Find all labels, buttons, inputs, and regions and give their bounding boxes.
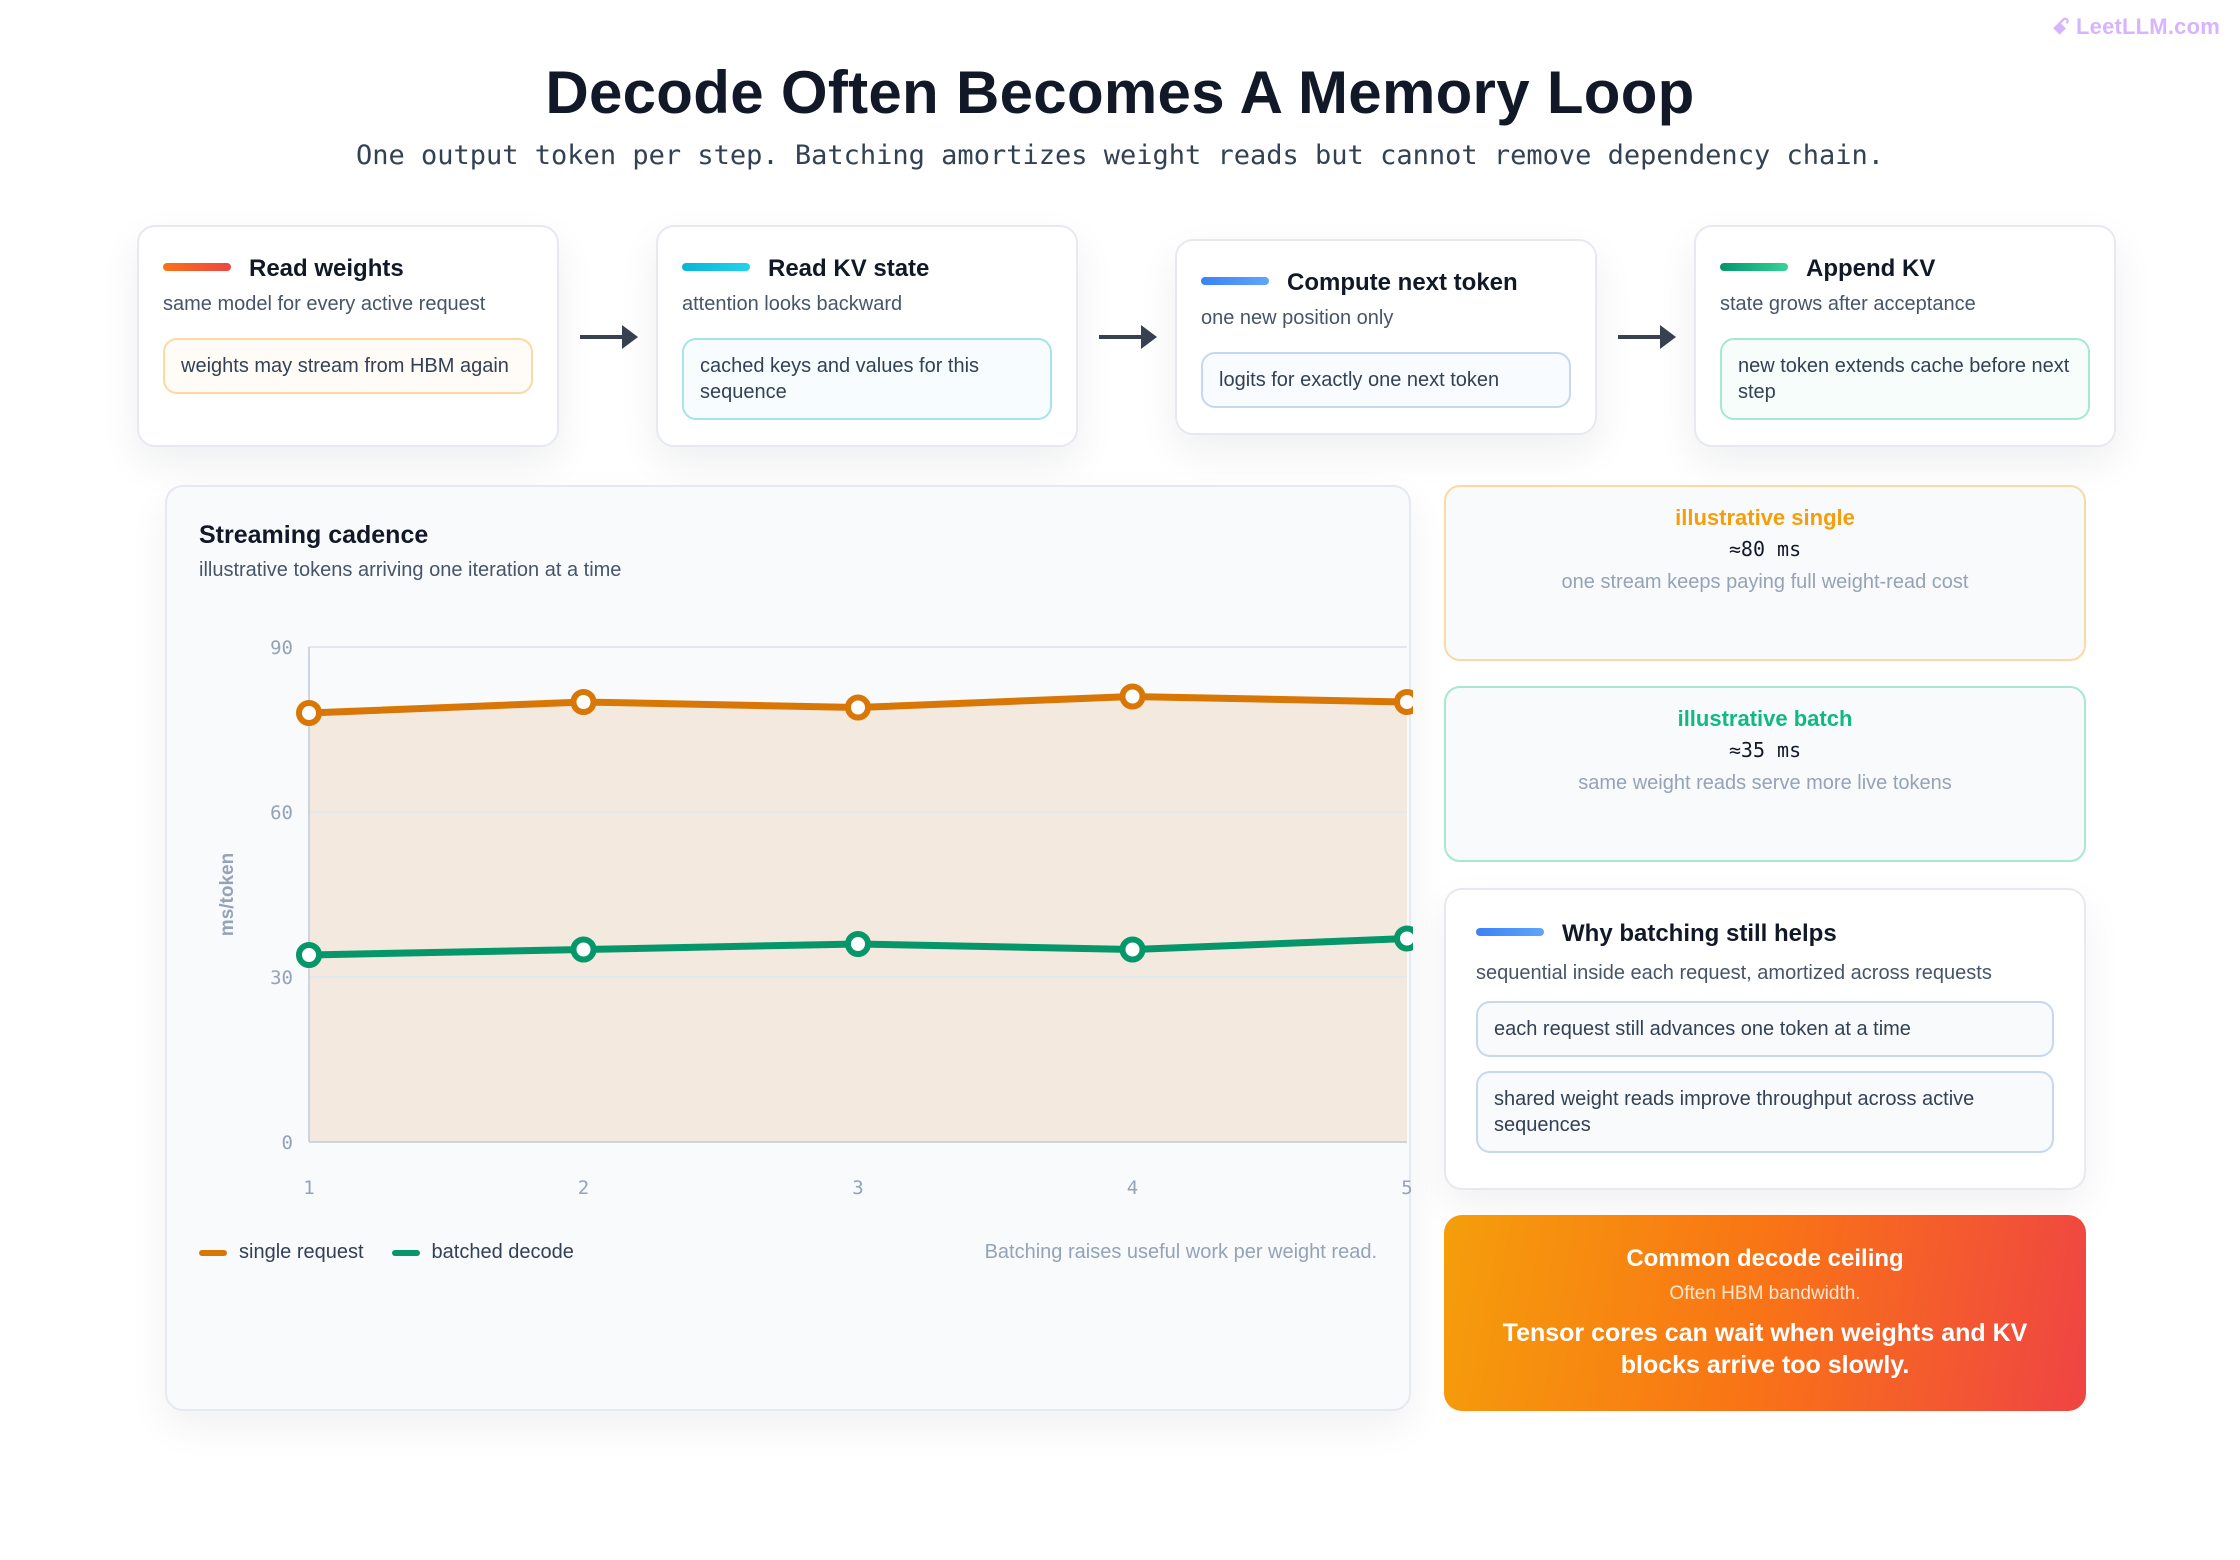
step-note: logits for exactly one next token <box>1201 352 1571 408</box>
data-point <box>1119 683 1146 710</box>
step-read-kv-state: Read KV state attention looks backward c… <box>656 225 1078 447</box>
x-tick-label: 1 <box>303 1177 314 1199</box>
ceiling-title: Common decode ceiling <box>1626 1245 1904 1272</box>
brand-name: LeetLLM.com <box>2076 14 2220 39</box>
why-title: Why batching still helps <box>1562 920 1837 947</box>
chart-note: Batching raises useful work per weight r… <box>984 1241 1377 1263</box>
step-title: Read weights <box>249 255 404 282</box>
step-accent-bar <box>163 262 231 271</box>
step-title: Read KV state <box>768 255 930 282</box>
y-tick-label: 0 <box>282 1132 293 1154</box>
arrow-right-icon <box>1618 325 1676 349</box>
arrow-right-icon <box>1099 325 1157 349</box>
ceiling-subtitle: Often HBM bandwidth. <box>1669 1283 1861 1304</box>
legend-label: single request <box>239 1241 364 1263</box>
ceiling-body: Tensor cores can wait when weights and K… <box>1502 1319 2028 1379</box>
accent-bar <box>1476 927 1544 936</box>
y-tick-label: 60 <box>270 802 293 824</box>
why-batching-card: Why batching still helps sequential insi… <box>1444 888 2086 1190</box>
step-note: new token extends cache before next step <box>1720 338 2090 420</box>
x-tick-label: 4 <box>1127 1177 1138 1199</box>
decode-ceiling-callout: Common decode ceiling Often HBM bandwidt… <box>1444 1215 2086 1411</box>
stat-batch: illustrative batch ≈35 ms same weight re… <box>1444 686 2086 862</box>
y-tick-label: 30 <box>270 967 293 989</box>
data-point <box>296 942 322 968</box>
why-point: shared weight reads improve throughput a… <box>1476 1071 2054 1153</box>
step-description: state grows after acceptance <box>1720 293 1976 315</box>
chart-plot: 0 30 60 90 1 2 3 4 5 ms/token <box>217 637 1413 1199</box>
y-axis-label: ms/token <box>217 853 238 936</box>
stat-text: one stream keeps paying full weight-read… <box>1561 571 1969 593</box>
step-accent-bar <box>1201 276 1269 285</box>
y-tick-label: 90 <box>270 637 293 659</box>
legend-swatch <box>391 1249 420 1256</box>
streaming-cadence-chart: Streaming cadence illustrative tokens ar… <box>165 485 1413 1411</box>
step-description: attention looks backward <box>682 293 903 315</box>
data-point <box>845 931 871 957</box>
x-tick-label: 3 <box>852 1177 863 1199</box>
step-title: Compute next token <box>1287 269 1518 296</box>
legend-item-batched: batched decode <box>391 1241 574 1264</box>
data-point <box>845 694 871 721</box>
series-area-0 <box>309 696 1407 1142</box>
x-tick-label: 2 <box>578 1177 589 1199</box>
stat-text: same weight reads serve more live tokens <box>1578 772 1952 794</box>
step-compute-next-token: Compute next token one new position only… <box>1175 239 1597 435</box>
legend-swatch <box>199 1249 227 1256</box>
why-point: each request still advances one token at… <box>1476 1001 2054 1057</box>
data-point <box>570 689 597 715</box>
step-accent-bar <box>682 262 750 271</box>
legend-label: batched decode <box>431 1241 574 1263</box>
step-accent-bar <box>1720 262 1788 271</box>
page-title: Decode Often Becomes A Memory Loop <box>545 59 1695 126</box>
step-note: weights may stream from HBM again <box>163 338 533 394</box>
page-subtitle: One output token per step. Batching amor… <box>355 140 1884 171</box>
data-point <box>1119 936 1146 963</box>
data-point <box>296 700 322 726</box>
stat-label: illustrative batch <box>1677 706 1853 731</box>
legend-item-single: single request <box>199 1241 364 1264</box>
chart-title: Streaming cadence <box>199 521 429 549</box>
x-tick-label: 5 <box>1401 1177 1412 1199</box>
data-point <box>570 936 597 963</box>
step-description: same model for every active request <box>163 293 486 315</box>
stat-value: ≈35 ms <box>1728 738 1802 762</box>
stat-label: illustrative single <box>1675 505 1855 530</box>
step-note: cached keys and values for this sequence <box>682 338 1052 420</box>
stat-single: illustrative single ≈80 ms one stream ke… <box>1444 485 2086 661</box>
step-description: one new position only <box>1201 307 1394 329</box>
step-read-weights: Read weights same model for every active… <box>137 225 559 447</box>
step-title: Append KV <box>1806 255 1936 282</box>
arrow-right-icon <box>580 325 638 349</box>
brand-logo: ꗃ LeetLLM.com <box>2052 14 2220 40</box>
why-description: sequential inside each request, amortize… <box>1476 962 1992 984</box>
step-append-kv: Append KV state grows after acceptance n… <box>1694 225 2116 447</box>
data-point <box>1394 925 1413 952</box>
chart-legend: single request batched decode <box>199 1241 602 1264</box>
chart-subtitle: illustrative tokens arriving one iterati… <box>199 559 622 581</box>
brain-icon: ꗃ <box>2052 14 2070 39</box>
data-point <box>1394 689 1413 715</box>
stat-value: ≈80 ms <box>1728 537 1802 561</box>
